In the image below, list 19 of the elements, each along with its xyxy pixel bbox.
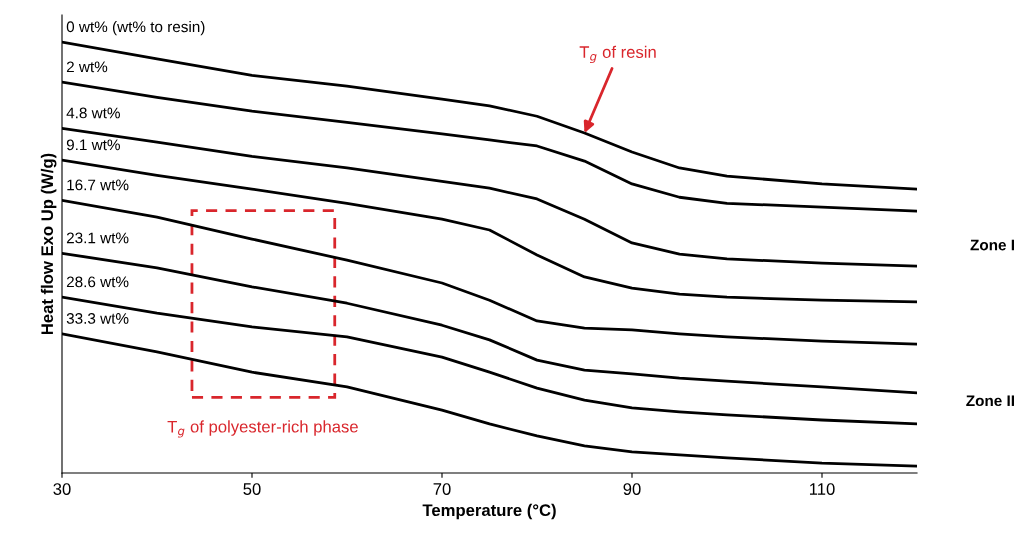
x-tick-label: 90 [623, 483, 641, 495]
series-label: 2 wt% [66, 61, 108, 73]
series-label: 33.3 wt% [66, 313, 129, 324]
series-label: 28.6 wt% [66, 276, 129, 288]
series-label: 4.8 wt% [66, 107, 120, 119]
x-axis-title: Temperature (°C) [422, 503, 556, 520]
text: Zone II [966, 395, 1014, 407]
annotation: T$_{g}$ of resin [579, 45, 656, 63]
annotation: T$_{g}$ of polyester-rich phase [167, 420, 358, 438]
series-label: 23.1 wt% [66, 232, 129, 244]
x-tick-label: 70 [433, 483, 451, 495]
x-tick-label: 50 [243, 483, 261, 495]
x-tick-label: 30 [53, 483, 71, 495]
y-axis-title: Heat flow Exo Up (W/g) [40, 153, 57, 335]
series-label: 16.7 wt% [67, 179, 129, 191]
series-label: 0 wt% (wt% to resin) [66, 20, 205, 36]
text: Zone I [970, 239, 1014, 251]
series-label: 9.1 wt% [66, 139, 120, 151]
x-tick-label: 110 [809, 483, 835, 495]
